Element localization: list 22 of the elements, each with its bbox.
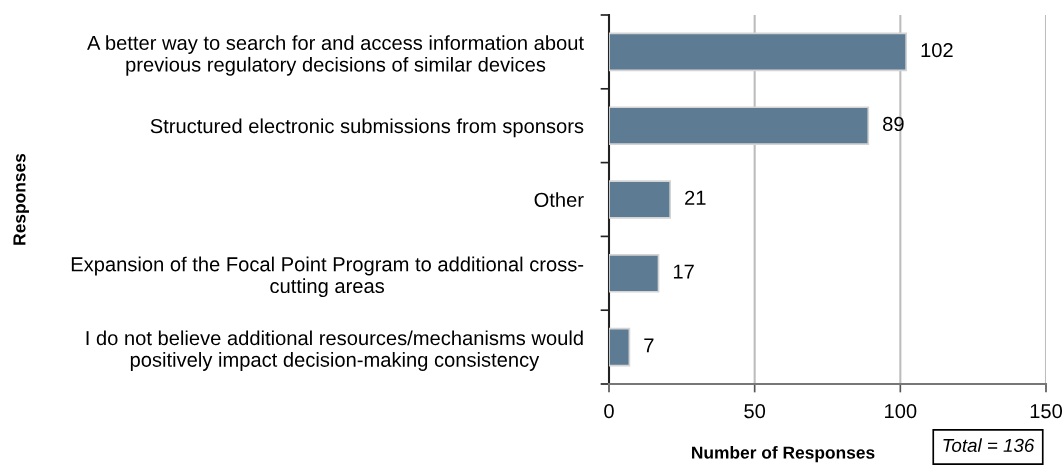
x-axis-title: Number of Responses bbox=[692, 446, 875, 463]
data-label: 7 bbox=[644, 338, 654, 353]
bar bbox=[609, 180, 672, 219]
y-tick-label: Expansion of the Focal Point Program to additional cross- cutting areas bbox=[71, 256, 584, 298]
bar bbox=[609, 254, 660, 293]
text: Total = 136 bbox=[943, 438, 1035, 453]
x-tick-label: 50 bbox=[744, 403, 766, 419]
x-tick-label: 150 bbox=[1030, 403, 1062, 419]
bar bbox=[609, 106, 870, 145]
bar bbox=[609, 327, 631, 367]
x-tick-label: 100 bbox=[885, 403, 917, 419]
data-label: 21 bbox=[685, 190, 706, 205]
y-tick-label: A better way to search for and access information about previous regulatory decisions of similar devices bbox=[87, 35, 584, 76]
y-axis-title: Responses bbox=[13, 153, 29, 245]
data-label: 17 bbox=[673, 264, 694, 279]
data-label: 89 bbox=[883, 116, 904, 132]
y-tick-label: I do not believe additional resources/mechanisms would positively impact decision-making consistency bbox=[86, 330, 583, 371]
bar bbox=[609, 32, 907, 72]
data-label: 102 bbox=[921, 43, 953, 58]
x-tick-label: 0 bbox=[604, 403, 614, 419]
y-tick-label: Other bbox=[534, 192, 584, 207]
y-tick-label: Structured electronic submissions from sponsors bbox=[150, 118, 584, 138]
